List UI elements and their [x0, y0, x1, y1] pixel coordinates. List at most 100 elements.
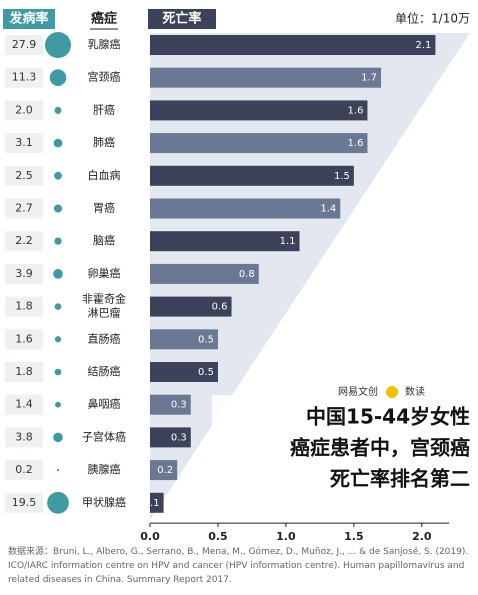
brand: 数读 [405, 385, 425, 398]
bar [150, 231, 300, 252]
x-tick-label: 0.5 [208, 530, 228, 540]
incidence-label: 27.9 [12, 38, 37, 51]
bar-value: 0.5 [198, 367, 214, 378]
bar-value: 0.1 [144, 498, 160, 509]
annotation: 死亡率排名第二 [330, 467, 470, 491]
bar [150, 35, 436, 55]
incidence-label-box [5, 394, 43, 415]
bar [150, 362, 218, 382]
incidence-dot [45, 32, 71, 58]
incidence-dot [53, 204, 63, 213]
category-label: 乳腺癌 [88, 37, 121, 51]
bar [150, 133, 368, 154]
incidence-dot [53, 269, 63, 279]
header-box [148, 9, 216, 29]
bar-value: 1.6 [348, 138, 364, 149]
incidence-label: 1.6 [15, 332, 33, 345]
incidence-label: 1.8 [15, 365, 33, 378]
header-cancer: 癌症 [91, 11, 117, 27]
bar [150, 198, 341, 219]
bar-value: 2.1 [416, 40, 432, 51]
incidence-dot [54, 171, 62, 180]
bar [150, 296, 232, 317]
bar [150, 427, 191, 448]
incidence-label-box [5, 198, 43, 219]
incidence-dot [49, 69, 67, 86]
bar [150, 460, 178, 481]
bar-value: 1.1 [280, 236, 296, 247]
incidence-label: 19.5 [12, 496, 37, 509]
incidence-label: 1.8 [15, 300, 33, 313]
category-label: 胰腺癌 [88, 462, 121, 476]
incidence-dot [55, 401, 61, 408]
incidence-dot [53, 432, 63, 443]
bar [150, 329, 218, 350]
incidence-label-box [5, 492, 43, 513]
category-label: 肝癌 [93, 102, 115, 116]
bar-value: 0.5 [198, 334, 214, 345]
bar-value: 0.6 [212, 302, 228, 313]
incidence-label: 0.2 [15, 463, 33, 476]
bar [150, 165, 354, 186]
bar-value: 0.8 [239, 269, 255, 280]
header-incidence: 发病率 [8, 11, 48, 27]
category-label: 直肠癌 [88, 331, 121, 345]
annotation-bg [212, 395, 474, 500]
incidence-label: 2.5 [15, 169, 33, 182]
source: 数据来源：Bruni, L., Albero, G., Serrano, B.,… [8, 547, 469, 585]
incidence-label-box [5, 263, 43, 284]
incidence-label-box [5, 427, 43, 448]
incidence-label: 11.3 [12, 71, 37, 84]
incidence-label: 3.1 [15, 136, 33, 149]
header-box [3, 9, 55, 29]
incidence-label-box [5, 329, 43, 350]
incidence-dot [54, 303, 62, 310]
bar-value: 1.5 [334, 171, 350, 182]
category-label: 卵巢癌 [88, 266, 121, 280]
category-label: 脑癌 [93, 233, 115, 247]
incidence-dot [54, 237, 62, 245]
x-tick-label: 2.0 [412, 530, 432, 540]
bar [150, 67, 382, 88]
annotation: 中国15-44岁女性 [306, 405, 470, 429]
bar-value: 1.7 [361, 73, 377, 84]
incidence-label: 2.0 [15, 103, 33, 116]
x-tick-label: 1.0 [276, 530, 296, 540]
incidence-label-box [5, 35, 43, 55]
incidence-dot [54, 336, 62, 343]
category-label: 胃癌 [93, 201, 115, 215]
bar [150, 100, 368, 121]
incidence-label-box [5, 231, 43, 252]
brand-dot [386, 386, 398, 398]
bar [150, 394, 191, 415]
incidence-label-box [5, 165, 43, 186]
bar-value: 1.6 [348, 105, 364, 116]
incidence-label-box [5, 460, 43, 481]
incidence-dot [56, 468, 60, 472]
category-label: 鼻咽癌 [88, 397, 121, 411]
incidence-label: 2.2 [15, 234, 33, 247]
incidence-label-box [5, 100, 43, 121]
incidence-label: 2.7 [15, 202, 33, 215]
category-label: 子宫体癌 [82, 429, 126, 443]
incidence-dot [54, 368, 62, 376]
category-label: 结肠癌 [88, 364, 121, 378]
incidence-label: 3.9 [15, 267, 33, 280]
bar-value: 0.3 [171, 432, 187, 443]
incidence-label-box [5, 133, 43, 154]
category-label: 甲状腺癌 [82, 495, 126, 509]
incidence-dot [47, 491, 69, 514]
category-label: 宫颈癌 [88, 70, 121, 84]
bar-value: 0.3 [171, 400, 187, 411]
incidence-label-box [5, 296, 43, 317]
bar-value: 0.2 [157, 465, 173, 476]
category-label: 非霍奇金淋巴瘤 [82, 292, 126, 320]
annotation: 癌症患者中，宫颈癌 [290, 436, 470, 460]
incidence-label: 1.4 [15, 398, 33, 411]
unit: 单位：1/10万 [395, 11, 470, 26]
incidence-label-box [5, 362, 43, 382]
header-mortality: 死亡率 [162, 11, 201, 27]
category-label: 肺癌 [93, 135, 115, 149]
x-tick-label: 1.5 [344, 530, 364, 540]
bar-value: 1.4 [320, 204, 336, 215]
